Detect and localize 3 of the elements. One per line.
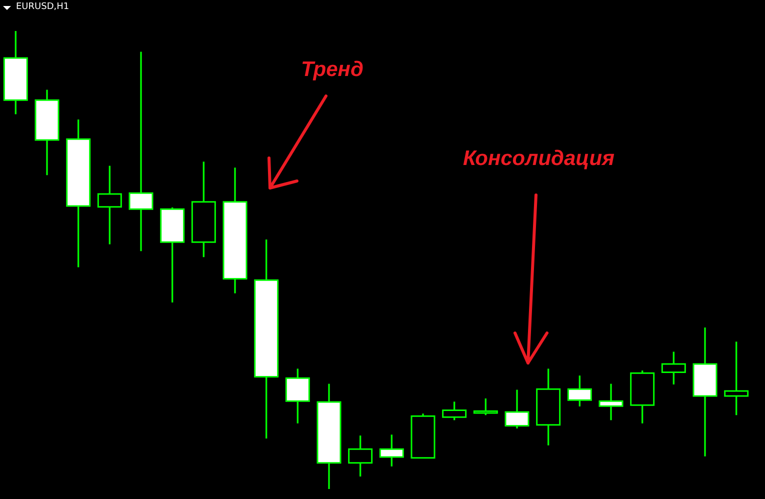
annotation: Консолидация: [463, 147, 614, 170]
chart-title: EURUSD,H1: [16, 2, 70, 13]
annotation: Тренд: [301, 58, 364, 81]
